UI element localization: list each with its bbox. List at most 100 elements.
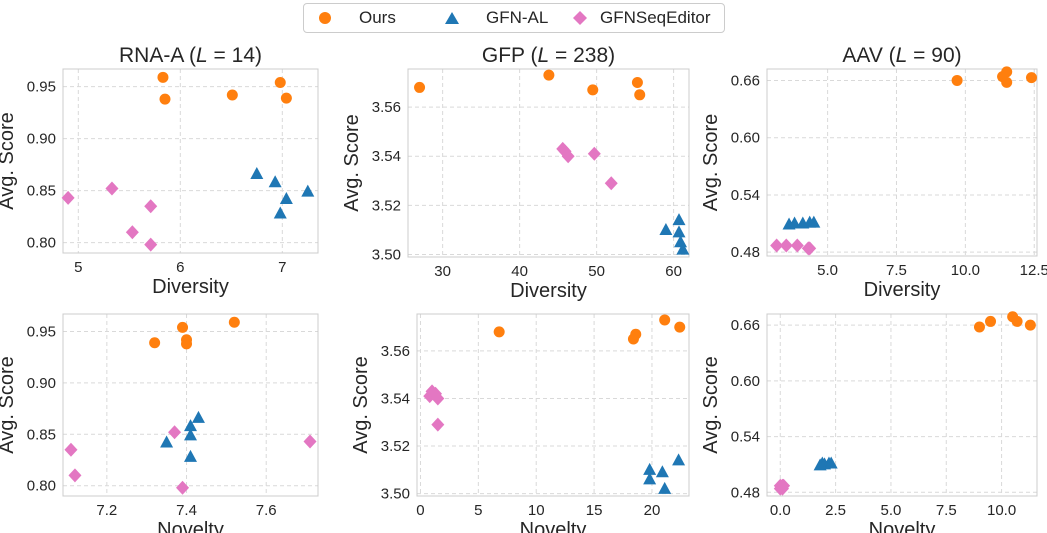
- y-tick-label: 0.80: [27, 235, 56, 252]
- point-ours: [985, 315, 997, 327]
- point-gfnseqeditor: [168, 425, 182, 440]
- point-gfnseqeditor: [431, 417, 445, 432]
- point-ours: [149, 337, 161, 349]
- point-ours: [543, 69, 555, 81]
- legend-label-gfnseqeditor: GFNSeqEditor: [600, 8, 711, 27]
- plot-frame: [62, 68, 319, 254]
- point-gfnseqeditor: [144, 237, 158, 252]
- y-tick-label: 3.56: [372, 99, 401, 116]
- point-gfn-al: [273, 206, 287, 219]
- x-axis-label: Novelty: [520, 519, 587, 533]
- y-tick-label: 0.85: [27, 183, 56, 200]
- point-gfnseqeditor: [803, 241, 817, 256]
- x-tick-label: 5.0: [817, 262, 838, 279]
- legend-label-ours: Ours: [359, 8, 396, 27]
- x-tick-label: 30: [434, 263, 451, 280]
- point-ours: [630, 328, 642, 340]
- y-axis-label: Avg. Score: [341, 114, 363, 211]
- point-ours: [493, 326, 505, 338]
- point-gfn-al: [655, 465, 669, 478]
- point-gfn-al: [191, 410, 205, 423]
- point-ours: [973, 321, 985, 333]
- y-tick-label: 0.60: [731, 130, 760, 147]
- point-ours: [177, 321, 189, 333]
- y-tick-label: 3.54: [381, 390, 410, 407]
- point-gfn-al: [250, 166, 264, 179]
- x-tick-label: 7.5: [936, 502, 957, 519]
- panel-3: 5.0 7.5 10.0 12.5 0.48 0.54 0.60 0.66 Diversity A…: [700, 44, 1047, 301]
- x-axis-label: Diversity: [510, 280, 587, 302]
- point-ours: [1011, 315, 1023, 327]
- y-tick-label: 0.48: [731, 484, 760, 501]
- point-gfnseqeditor: [561, 149, 575, 164]
- y-tick-label: 3.52: [372, 197, 401, 214]
- point-gfnseqeditor: [779, 238, 793, 253]
- point-gfnseqeditor: [790, 238, 804, 253]
- panel-4: 7.2 7.4 7.6 0.80 0.85 0.90 0.95 Novelty Avg. Sco…: [0, 313, 319, 533]
- point-gfn-al: [676, 242, 690, 255]
- y-tick-label: 0.85: [27, 426, 56, 443]
- y-axis-label: Avg. Score: [350, 356, 372, 453]
- y-tick-label: 3.50: [381, 486, 410, 503]
- x-tick-label: 7: [278, 259, 286, 276]
- x-tick-label: 7.6: [256, 502, 277, 519]
- x-tick-label: 60: [665, 263, 682, 280]
- point-ours: [631, 77, 643, 89]
- x-tick-label: 15: [586, 502, 603, 519]
- x-tick-label: 5: [74, 259, 82, 276]
- y-tick-label: 0.95: [27, 79, 56, 96]
- point-gfnseqeditor: [144, 199, 158, 214]
- x-axis-label: Diversity: [864, 279, 941, 301]
- point-ours: [1025, 72, 1037, 84]
- legend-item-gfn-al: GFN-AL: [444, 4, 548, 32]
- point-gfnseqeditor: [125, 225, 139, 240]
- point-ours: [659, 314, 671, 326]
- point-gfn-al: [301, 184, 315, 197]
- point-ours: [1001, 66, 1013, 78]
- plot-frame: [407, 68, 690, 258]
- point-gfn-al: [279, 191, 293, 204]
- y-tick-label: 3.56: [381, 343, 410, 360]
- x-tick-label: 6: [176, 259, 184, 276]
- point-ours: [226, 89, 238, 101]
- point-ours: [181, 338, 193, 350]
- circle-marker-icon: [319, 12, 331, 24]
- panel-2: 30 40 50 60 3.50 3.52 3.54 3.56 Diversity Avg. Sc…: [341, 44, 690, 302]
- point-gfn-al: [788, 216, 802, 229]
- x-tick-label: 2.5: [825, 502, 846, 519]
- y-tick-label: 0.66: [731, 317, 760, 334]
- point-gfn-al: [807, 215, 821, 228]
- point-ours: [1001, 76, 1013, 88]
- point-gfn-al: [184, 428, 197, 441]
- y-axis-label: Avg. Score: [0, 112, 18, 209]
- x-tick-label: 5: [474, 502, 482, 519]
- x-tick-label: 10: [528, 502, 545, 519]
- point-gfnseqeditor: [777, 478, 791, 493]
- point-gfn-al: [184, 419, 197, 432]
- x-tick-label: 12.5: [1020, 262, 1047, 279]
- y-tick-label: 0.60: [731, 373, 760, 390]
- point-gfnseqeditor: [68, 468, 82, 483]
- point-ours: [159, 93, 171, 105]
- plot-frame: [416, 313, 690, 497]
- point-ours: [280, 92, 292, 104]
- legend-item-gfnseqeditor: GFNSeqEditor: [572, 4, 711, 32]
- y-axis-label: Avg. Score: [0, 356, 18, 453]
- point-ours: [274, 77, 286, 89]
- x-tick-label: 7.2: [96, 502, 117, 519]
- x-tick-label: 5.0: [881, 502, 902, 519]
- panel-6: 0.0 2.5 5.0 7.5 10.0 0.48 0.54 0.60 0.66 Novelty A…: [700, 311, 1038, 533]
- x-tick-label: 50: [588, 263, 605, 280]
- x-tick-label: 0.0: [770, 502, 791, 519]
- point-gfnseqeditor: [105, 181, 119, 196]
- point-gfn-al: [824, 456, 838, 469]
- x-axis-label: Novelty: [157, 519, 224, 533]
- point-ours: [634, 89, 646, 101]
- point-gfn-al: [659, 222, 673, 235]
- panel-5: 0 5 10 15 20 3.50 3.52 3.54 3.56 Novelty Avg. Scor…: [350, 313, 690, 533]
- point-gfn-al: [674, 235, 688, 248]
- point-gfnseqeditor: [303, 434, 317, 449]
- plot-frame: [766, 68, 1038, 257]
- x-axis-label: Novelty: [869, 519, 936, 533]
